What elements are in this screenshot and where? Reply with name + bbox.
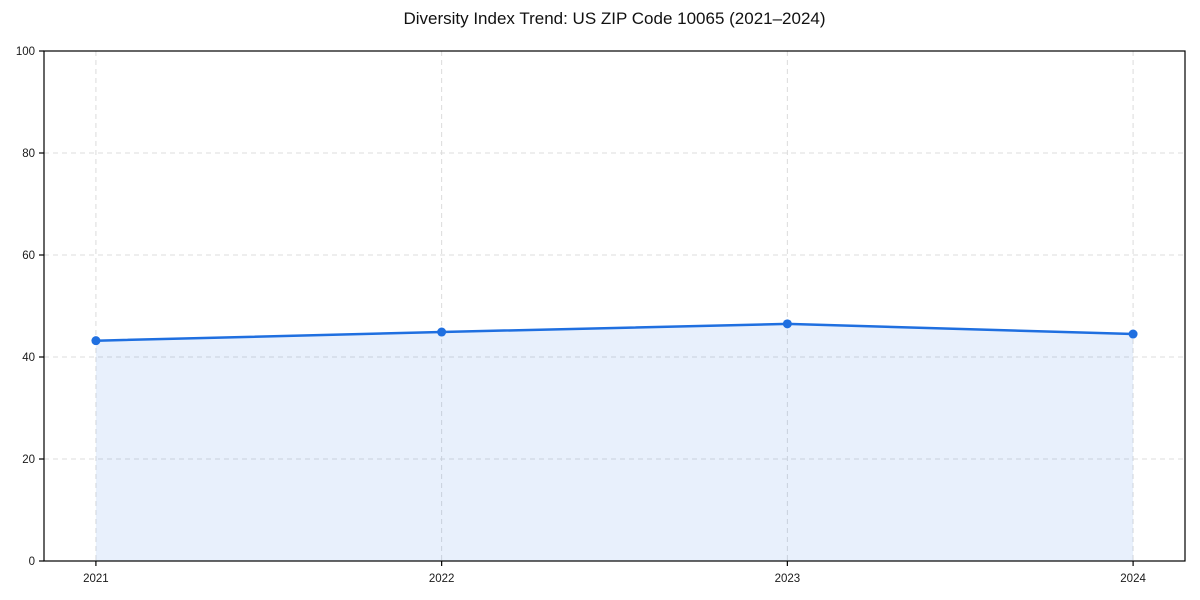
y-axis-tick-label: 40 [22, 352, 35, 364]
data-point-marker [437, 327, 447, 337]
x-axis-tick-label: 2021 [83, 573, 109, 585]
y-axis-tick-label: 80 [22, 148, 35, 160]
y-axis-tick-label: 20 [22, 454, 35, 466]
data-point-marker [1128, 329, 1138, 339]
x-axis-tick-label: 2024 [1120, 573, 1146, 585]
y-axis-tick-label: 100 [16, 46, 35, 58]
axes-frame [43, 50, 1186, 562]
data-point-marker [91, 336, 101, 346]
y-axis-tick-label: 0 [29, 556, 35, 568]
data-point-marker [782, 319, 792, 329]
x-axis-tick-label: 2022 [429, 573, 455, 585]
data-line [94, 322, 1135, 342]
area-fill [95, 323, 1134, 561]
y-axis-tick-label: 60 [22, 250, 35, 262]
chart-title: Diversity Index Trend: US ZIP Code 10065… [403, 9, 826, 28]
x-axis-tick-label: 2023 [775, 573, 801, 585]
